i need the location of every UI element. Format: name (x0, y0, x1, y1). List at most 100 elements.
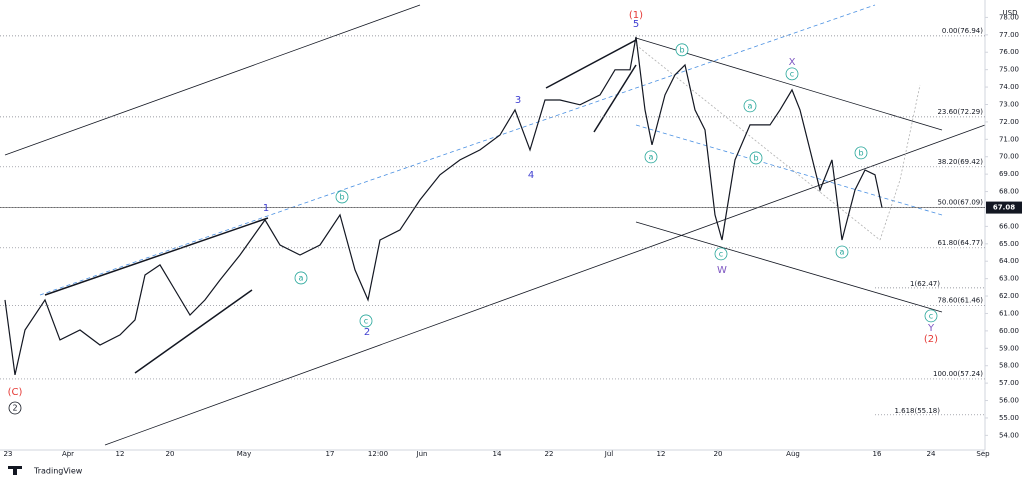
wave-circle (785, 67, 799, 81)
y-tick-label: 68.00 (999, 188, 1019, 196)
y-tick-label: 77.00 (999, 31, 1019, 39)
wave-circle (854, 146, 868, 160)
extension-label: 1(62.47) (910, 280, 940, 288)
fib-label: 100.00(57.24) (933, 370, 983, 378)
projection-line (879, 84, 921, 241)
wave-label: a (748, 101, 753, 110)
wave-label: W (717, 265, 727, 276)
wave-label: 1 (263, 203, 269, 214)
trend-line (104, 124, 986, 446)
y-tick-label: 70.00 (999, 153, 1019, 161)
y-tick-label: 54.00 (999, 431, 1019, 439)
y-tick-label: 74.00 (999, 83, 1019, 91)
wave-label: (C) (8, 387, 23, 398)
x-tick-label: 23 (4, 450, 13, 458)
wave-circle (749, 151, 763, 165)
wave-circle (835, 245, 849, 259)
wave-label: c (790, 69, 794, 78)
wave-label: 2 (12, 404, 17, 413)
wave-circle (359, 314, 373, 328)
wave-label: c (929, 311, 933, 320)
wave-label: a (649, 152, 654, 161)
x-tick-label: Jul (604, 450, 614, 458)
currency-label: USD (1003, 9, 1018, 17)
wave-label: c (364, 316, 368, 325)
wave-circle (743, 99, 757, 113)
y-tick-label: 61.00 (999, 309, 1019, 317)
wave-label: (1) (629, 10, 643, 21)
wave-label: c (719, 249, 723, 258)
wave-label: 5 (633, 19, 639, 30)
x-tick-label: Aug (786, 450, 800, 458)
fib-label: 78.60(61.46) (937, 296, 983, 304)
fib-label: 61.80(64.77) (937, 239, 983, 247)
fib-label: 50.00(67.09) (937, 198, 983, 206)
x-tick-label: 16 (873, 450, 882, 458)
wave-label: Y (927, 323, 935, 334)
y-tick-label: 60.00 (999, 327, 1019, 335)
extension-label: 1.618(55.18) (894, 407, 940, 415)
y-tick-label: 73.00 (999, 100, 1019, 108)
x-tick-label: Sep (976, 450, 990, 458)
y-tick-label: 64.00 (999, 257, 1019, 265)
x-tick-label: 20 (166, 450, 175, 458)
wave-circle (335, 190, 349, 204)
wave-circle (924, 309, 938, 323)
y-tick-label: 69.00 (999, 170, 1019, 178)
wave-circle (714, 247, 728, 261)
brand: TradingView (33, 467, 83, 476)
y-tick-label: 63.00 (999, 275, 1019, 283)
y-tick-label: 57.00 (999, 379, 1019, 387)
wave-circle (8, 401, 22, 415)
fib-label: 23.60(72.29) (937, 108, 983, 116)
y-tick-label: 55.00 (999, 414, 1019, 422)
wave-circle (675, 43, 689, 57)
wave-label: a (299, 273, 304, 282)
wave-label: X (789, 57, 796, 68)
y-tick-label: 56.00 (999, 397, 1019, 405)
y-tick-label: 76.00 (999, 48, 1019, 56)
wave-label: a (840, 247, 845, 256)
y-tick-label: 78.00 (999, 13, 1019, 21)
price-line (4, 36, 883, 376)
y-tick-label: 75.00 (999, 66, 1019, 74)
x-tick-label: 12 (657, 450, 666, 458)
x-tick-label: 24 (927, 450, 936, 458)
y-tick-label: 66.00 (999, 222, 1019, 230)
x-tick-label: May (237, 450, 251, 458)
y-tick-label: 58.00 (999, 362, 1019, 370)
trend-line (545, 39, 637, 89)
fib-label: 38.20(69.42) (937, 158, 983, 166)
wave-label: b (339, 192, 344, 201)
brand-logo (8, 466, 22, 475)
wave-label: b (858, 148, 863, 157)
x-tick-label: 22 (545, 450, 554, 458)
channel-line (635, 221, 943, 313)
wave-label: 3 (515, 95, 521, 106)
y-tick-label: 65.00 (999, 240, 1019, 248)
fib-label: 0.00(76.94) (942, 27, 983, 35)
wave-label: b (753, 153, 758, 162)
x-tick-label: Jun (416, 450, 428, 458)
y-tick-label: 72.00 (999, 118, 1019, 126)
wave-label: (2) (924, 334, 938, 345)
x-tick-label: 14 (493, 450, 502, 458)
y-tick-label: 71.00 (999, 135, 1019, 143)
y-tick-label: 59.00 (999, 344, 1019, 352)
wave-label: 4 (528, 170, 534, 181)
x-tick-label: 12 (116, 450, 125, 458)
wave-label: b (679, 45, 684, 54)
trend-line (39, 4, 876, 296)
wave-label: 2 (364, 327, 370, 338)
trend-line (134, 289, 253, 374)
x-tick-label: 20 (714, 450, 723, 458)
x-tick-label: 17 (326, 450, 335, 458)
last-price-box (986, 201, 1022, 214)
trend-line (4, 4, 421, 156)
trend-line (593, 64, 637, 133)
wave-circle (644, 150, 658, 164)
x-tick-label: Apr (62, 450, 74, 458)
y-tick-label: 62.00 (999, 292, 1019, 300)
